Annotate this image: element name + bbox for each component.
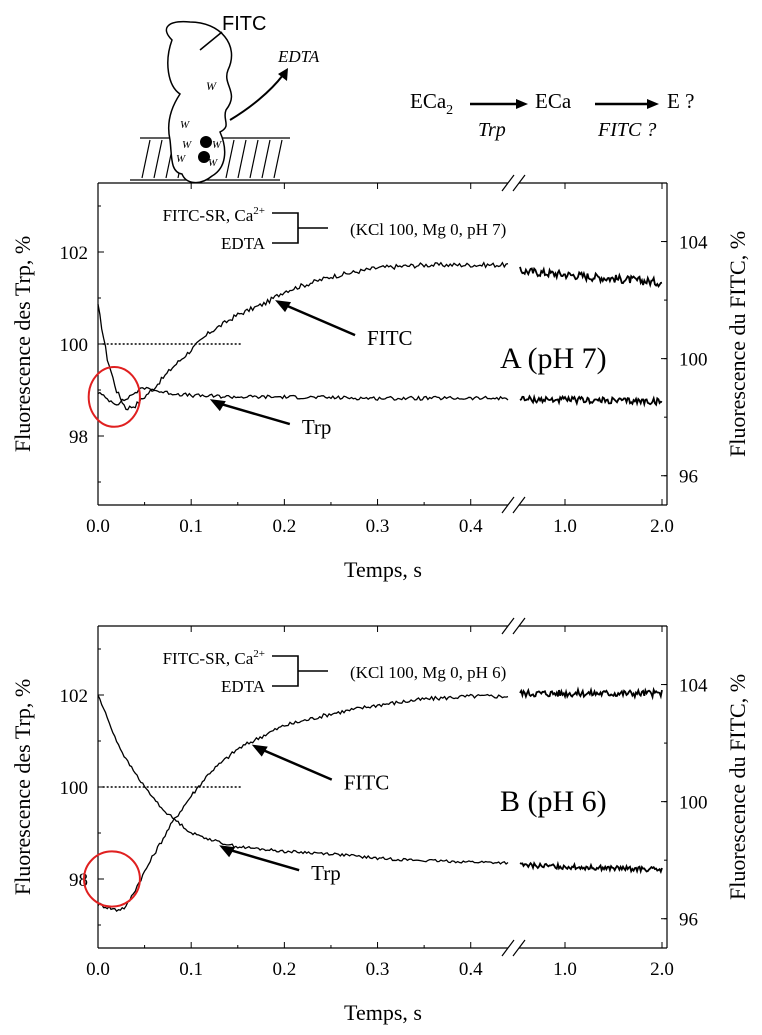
series-line-fitc <box>98 695 508 912</box>
scheme-edta-label: EDTA <box>277 47 320 66</box>
reaction-arrowhead <box>516 99 528 109</box>
x-tick-label: 0.0 <box>86 516 110 537</box>
annotation-arrow <box>260 749 332 780</box>
x-axis-label: Temps, s <box>344 557 422 582</box>
y-tick-label-right: 104 <box>679 233 708 254</box>
y-axis-label-right: Fluorescence du FITC, % <box>725 231 750 457</box>
annotation-arrow <box>218 403 290 424</box>
x-tick-label: 0.4 <box>459 516 483 537</box>
x-tick-label: 0.1 <box>179 959 203 980</box>
panel-label: A (pH 7) <box>500 342 607 375</box>
annotation-label: Trp <box>311 861 341 885</box>
legend-line: EDTA <box>221 234 266 253</box>
series-line-trp <box>98 388 508 405</box>
y-axis-label-right: Fluorescence du FITC, % <box>725 674 750 900</box>
x-tick-label: 0.1 <box>179 516 203 537</box>
reaction-arrowhead <box>647 99 659 109</box>
series-line-fitc <box>98 263 508 410</box>
annotation-label: FITC <box>367 326 413 350</box>
series-late-fitc <box>520 690 662 697</box>
highlight-ellipse <box>84 851 140 906</box>
y-tick-label-left: 98 <box>69 427 88 448</box>
annotation-label: Trp <box>302 415 332 439</box>
x-tick-label: 0.3 <box>366 516 390 537</box>
scheme-w-marker: W <box>182 139 192 151</box>
x-tick-label: 0.2 <box>272 959 296 980</box>
y-axis-label-left: Fluorescence des Trp, % <box>10 236 35 452</box>
annotation-arrow <box>227 849 299 870</box>
y-tick-label-right: 96 <box>679 910 698 931</box>
calcium-ion <box>200 136 212 148</box>
x-tick-label: 0.0 <box>86 959 110 980</box>
scheme-w-marker: W <box>176 153 186 165</box>
y-tick-label-left: 102 <box>60 243 89 264</box>
y-tick-label-left: 100 <box>60 335 89 356</box>
y-tick-label-right: 96 <box>679 467 698 488</box>
x-tick-label: 2.0 <box>650 959 674 980</box>
scheme-w-marker: W <box>206 79 217 93</box>
arrow-label-fitc: FITC ? <box>597 119 656 141</box>
species-e: E ? <box>667 89 694 113</box>
species-eca: ECa <box>535 89 572 113</box>
x-tick-label: 1.0 <box>553 959 577 980</box>
x-tick-label: 0.3 <box>366 959 390 980</box>
calcium-ion <box>198 151 210 163</box>
reaction-scheme: ECa2 ECa E ? Trp FITC ? <box>410 89 694 141</box>
x-tick-label: 0.4 <box>459 959 483 980</box>
y-tick-label-right: 104 <box>679 676 708 697</box>
legend-bracket <box>272 213 328 243</box>
y-tick-label-right: 100 <box>679 350 708 371</box>
x-tick-label: 0.2 <box>272 516 296 537</box>
series-late-trp <box>520 863 662 872</box>
series-late-trp <box>520 396 662 404</box>
annotation-arrow <box>283 304 355 335</box>
release-arrow <box>230 75 283 120</box>
highlight-ellipse <box>89 367 140 427</box>
scheme-w-marker: W <box>212 139 222 151</box>
x-tick-label: 2.0 <box>650 516 674 537</box>
conditions-label: (KCl 100, Mg 0, pH 6) <box>350 663 506 682</box>
x-tick-label: 1.0 <box>553 516 577 537</box>
enzyme-scheme: FITC W W W W W W EDTA <box>130 13 320 183</box>
species-eca2: ECa2 <box>410 89 453 118</box>
panel-label: B (pH 6) <box>500 785 607 818</box>
legend-line: FITC-SR, Ca2+ <box>163 648 265 668</box>
y-tick-label-right: 100 <box>679 793 708 814</box>
conditions-label: (KCl 100, Mg 0, pH 7) <box>350 220 506 239</box>
legend-bracket <box>272 656 328 686</box>
scheme-fitc-label: FITC <box>222 13 266 35</box>
arrow-label-trp: Trp <box>478 119 506 141</box>
chart-panel-a: 0.0 0.1 0.2 0.3 0.4 1.0 2.0 98 100 102 96 100 104 Tem… <box>10 175 750 582</box>
y-tick-label-left: 102 <box>60 686 89 707</box>
legend-line: EDTA <box>221 677 266 696</box>
x-axis-label: Temps, s <box>344 1000 422 1025</box>
scheme-w-marker: W <box>180 119 190 131</box>
y-axis-label-left: Fluorescence des Trp, % <box>10 679 35 895</box>
annotation-label: FITC <box>344 771 390 795</box>
legend-line: FITC-SR, Ca2+ <box>163 205 265 225</box>
y-tick-label-left: 100 <box>60 778 89 799</box>
series-late-fitc <box>520 267 662 286</box>
chart-panel-b: 0.0 0.1 0.2 0.3 0.4 1.0 2.09810010296100104Tem… <box>10 618 750 1025</box>
